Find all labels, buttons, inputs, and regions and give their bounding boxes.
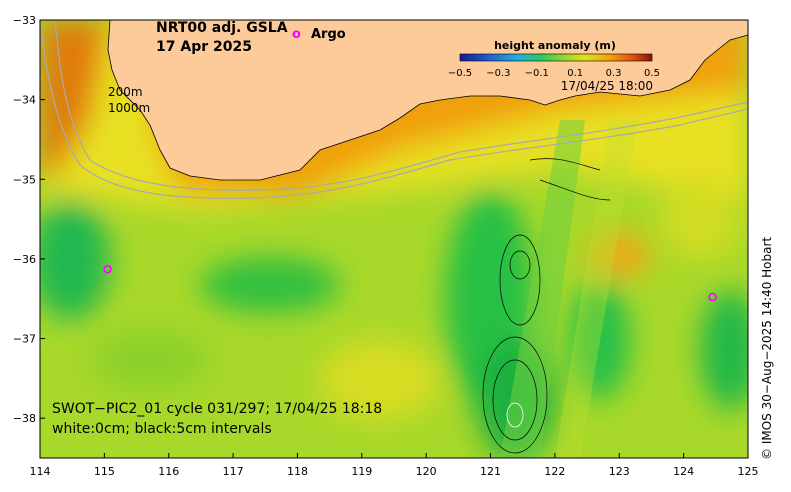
argo-float-marker bbox=[708, 292, 717, 302]
colorbar-tick-label: 0.1 bbox=[567, 68, 583, 79]
x-tick-label: 115 bbox=[94, 465, 115, 478]
colorbar-title: height anomaly (m) bbox=[494, 39, 616, 52]
x-tick-label: 123 bbox=[609, 465, 630, 478]
swot-caption-line2: white:0cm; black:5cm intervals bbox=[52, 421, 272, 437]
colorbar-ticks: −0.5 −0.3 −0.1 0.1 0.3 0.5 bbox=[448, 68, 660, 79]
y-tick-label: −37 bbox=[13, 333, 36, 346]
y-axis: −33 −34 −35 −36 −37 −38 bbox=[13, 14, 45, 425]
x-tick-label: 117 bbox=[223, 465, 244, 478]
title-line2: 17 Apr 2025 bbox=[156, 39, 252, 55]
imos-credit: © IMOS 30−Aug−2025 14:40 Hobart bbox=[760, 236, 774, 460]
colorbar-tick-label: 0.5 bbox=[644, 68, 660, 79]
title-line1: NRT00 adj. GSLA bbox=[156, 20, 288, 36]
argo-float-marker bbox=[103, 264, 112, 274]
colorbar-tick-label: 0.3 bbox=[606, 68, 622, 79]
zero-contour bbox=[506, 402, 524, 428]
y-tick-label: −34 bbox=[13, 94, 36, 107]
colorbar bbox=[459, 53, 653, 62]
plot-frame bbox=[39, 19, 749, 459]
contour-label-1000m: 1000m bbox=[108, 101, 150, 115]
y-tick-label: −38 bbox=[13, 412, 36, 425]
colorbar-tick-label: −0.1 bbox=[525, 68, 549, 79]
x-tick-label: 124 bbox=[673, 465, 694, 478]
bathymetry-contours bbox=[40, 20, 748, 199]
x-tick-label: 119 bbox=[351, 465, 372, 478]
argo-floats bbox=[103, 264, 717, 302]
argo-legend-label: Argo bbox=[311, 27, 346, 42]
colorbar-tick-label: −0.5 bbox=[448, 68, 472, 79]
swot-swath-right bbox=[555, 120, 638, 458]
colorbar-timestamp: 17/04/25 18:00 bbox=[561, 79, 653, 93]
swot-swath-left bbox=[500, 120, 585, 458]
x-tick-label: 120 bbox=[416, 465, 437, 478]
x-tick-label: 121 bbox=[480, 465, 501, 478]
x-tick-label: 125 bbox=[738, 465, 759, 478]
x-tick-label: 118 bbox=[287, 465, 308, 478]
argo-legend-marker: o bbox=[292, 27, 301, 42]
y-tick-label: −36 bbox=[13, 253, 36, 266]
plot-area bbox=[40, 20, 748, 458]
y-tick-label: −33 bbox=[13, 14, 36, 27]
x-tick-label: 114 bbox=[30, 465, 51, 478]
contour-label-200m: 200m bbox=[108, 85, 143, 99]
colorbar-tick-label: −0.3 bbox=[486, 68, 510, 79]
x-tick-label: 116 bbox=[158, 465, 179, 478]
x-axis: 114 115 116 117 118 119 120 121 122 123 124 125 bbox=[30, 453, 759, 478]
swot-caption-line1: SWOT−PIC2_01 cycle 031/297; 17/04/25 18:… bbox=[52, 401, 382, 417]
y-tick-label: −35 bbox=[13, 173, 36, 186]
x-tick-label: 122 bbox=[544, 465, 565, 478]
swot-contours bbox=[482, 158, 611, 454]
